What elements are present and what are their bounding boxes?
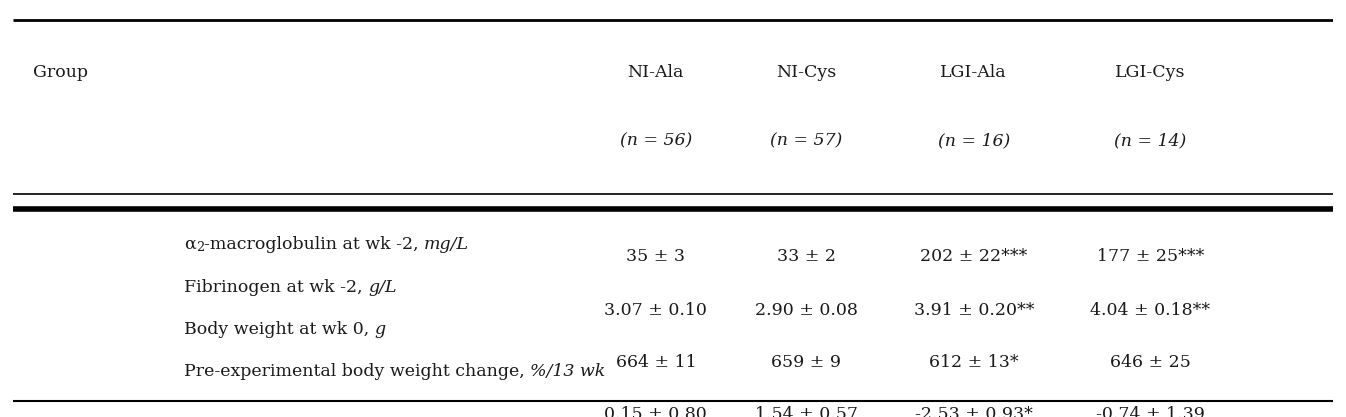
- Text: 659 ± 9: 659 ± 9: [771, 354, 841, 371]
- Text: 2.90 ± 0.08: 2.90 ± 0.08: [755, 302, 857, 319]
- Text: 3.91 ± 0.20**: 3.91 ± 0.20**: [914, 302, 1034, 319]
- Text: α: α: [184, 236, 195, 253]
- Text: 35 ± 3: 35 ± 3: [626, 248, 685, 265]
- Text: 202 ± 22***: 202 ± 22***: [921, 248, 1027, 265]
- Text: (n = 16): (n = 16): [938, 132, 1010, 149]
- Text: 0.15 ± 0.80: 0.15 ± 0.80: [604, 406, 707, 417]
- Text: 177 ± 25***: 177 ± 25***: [1097, 248, 1205, 265]
- Text: g: g: [374, 321, 386, 338]
- Text: 646 ± 25: 646 ± 25: [1110, 354, 1191, 371]
- Text: g/L: g/L: [367, 279, 397, 296]
- Text: LGI-Ala: LGI-Ala: [941, 64, 1007, 81]
- Text: Body weight at wk 0,: Body weight at wk 0,: [184, 321, 374, 338]
- Text: 1.54 ± 0.57: 1.54 ± 0.57: [755, 406, 857, 417]
- Text: (n = 14): (n = 14): [1114, 132, 1187, 149]
- Text: mg/L: mg/L: [424, 236, 468, 253]
- Text: (n = 57): (n = 57): [770, 132, 843, 149]
- Text: Fibrinogen at wk -2,: Fibrinogen at wk -2,: [184, 279, 367, 296]
- Text: 2: 2: [195, 241, 203, 254]
- Text: Pre-experimental body weight change,: Pre-experimental body weight change,: [184, 363, 530, 380]
- Text: Group: Group: [34, 64, 89, 81]
- Text: -2.53 ± 0.93*: -2.53 ± 0.93*: [915, 406, 1032, 417]
- Text: LGI-Cys: LGI-Cys: [1116, 64, 1186, 81]
- Text: 664 ± 11: 664 ± 11: [615, 354, 696, 371]
- Text: 612 ± 13*: 612 ± 13*: [929, 354, 1019, 371]
- Text: 4.04 ± 0.18**: 4.04 ± 0.18**: [1090, 302, 1210, 319]
- Text: 33 ± 2: 33 ± 2: [777, 248, 836, 265]
- Text: NI-Cys: NI-Cys: [777, 64, 836, 81]
- Text: %/13 wk: %/13 wk: [530, 363, 606, 380]
- Text: 3.07 ± 0.10: 3.07 ± 0.10: [604, 302, 707, 319]
- Text: -0.74 ± 1.39: -0.74 ± 1.39: [1096, 406, 1205, 417]
- Text: -macroglobulin at wk -2,: -macroglobulin at wk -2,: [203, 236, 424, 253]
- Text: NI-Ala: NI-Ala: [627, 64, 684, 81]
- Text: (n = 56): (n = 56): [619, 132, 692, 149]
